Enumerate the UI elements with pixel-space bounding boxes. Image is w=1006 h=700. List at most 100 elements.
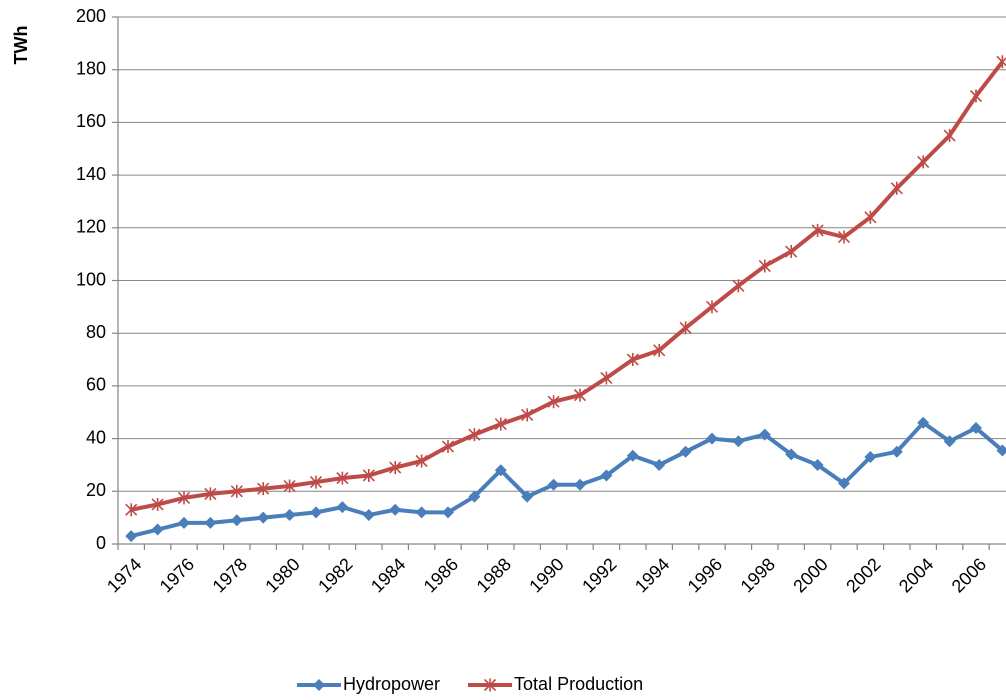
data-point [600,371,613,385]
data-point [811,458,824,471]
data-point [837,230,851,244]
x-tick-label: 1988 [473,554,515,596]
x-tick-label: 1982 [314,554,356,596]
data-point [653,458,666,471]
data-point [521,490,534,503]
data-point [204,516,217,529]
y-tick-label: 160 [76,111,106,131]
data-point [442,506,454,519]
data-point [653,343,666,357]
y-axis-label: TWh [11,26,31,65]
legend-item: Total Production [468,674,643,694]
x-tick-label: 1998 [737,554,779,596]
data-point [811,223,824,237]
data-point [943,129,956,143]
data-point [468,490,481,503]
data-point [468,428,481,442]
data-point [494,464,507,477]
data-point [706,432,718,445]
y-tick-label: 180 [76,58,106,78]
data-point [996,55,1006,69]
data-point [336,471,349,485]
y-tick-label: 60 [86,375,106,395]
legend-marker [313,679,325,691]
data-point [758,428,771,441]
data-point [257,482,270,496]
data-point [494,417,507,431]
data-point [970,422,982,435]
data-point [362,468,375,482]
data-point [204,487,217,501]
data-point [600,469,613,482]
data-point [864,210,877,224]
data-point [283,509,296,522]
data-point [389,503,402,516]
data-point [125,503,138,517]
y-tick-label: 200 [76,6,106,26]
data-point [890,445,903,458]
data-point [943,435,956,448]
data-point [283,479,296,493]
x-tick-label: 1994 [631,554,673,596]
x-tick-label: 2000 [789,554,831,596]
x-tick-label: 2002 [842,554,884,596]
y-tick-label: 140 [76,164,106,184]
data-point [864,451,877,464]
x-tick-label: 2004 [895,554,937,596]
legend-label: Total Production [514,674,643,694]
data-point [890,181,903,195]
data-point [230,514,243,527]
data-point [336,501,349,514]
y-tick-label: 80 [86,322,106,342]
x-tick-label: 1980 [261,554,303,596]
x-tick-label: 1996 [684,554,726,596]
data-point [151,497,164,511]
x-tick-label: 1992 [578,554,620,596]
x-tick-label: 1990 [525,554,567,596]
x-tick-label: 2006 [948,554,990,596]
data-point [573,388,587,402]
data-point [626,353,639,367]
series [125,416,1006,543]
data-point [521,408,534,422]
data-point [626,449,639,462]
data-point [441,440,455,454]
y-tick-label: 20 [86,480,106,500]
data-point [547,395,560,409]
data-point [785,245,798,259]
series-line [130,420,1004,539]
data-point [679,445,692,458]
legend-item: Hydropower [297,674,440,694]
x-tick-label: 1976 [156,554,198,596]
y-tick-label: 40 [86,427,106,447]
y-tick-label: 0 [96,533,106,553]
data-point [151,523,164,536]
data-point [547,478,560,491]
series-line [130,60,1004,512]
x-tick-label: 1978 [209,554,251,596]
data-point [574,478,586,491]
data-point [679,321,692,335]
data-point [310,506,322,519]
x-tick-label: 1986 [420,554,462,596]
data-point [309,475,323,489]
data-point [257,511,270,524]
data-point [178,516,190,529]
data-point [177,491,191,505]
data-point [785,448,798,461]
data-point [732,435,745,448]
y-tick-label: 100 [76,269,106,289]
legend-label: Hydropower [343,674,440,694]
data-point [415,454,428,468]
data-point [996,444,1006,457]
data-point [415,506,428,519]
x-tick-label: 1984 [367,554,409,596]
data-point [758,259,771,273]
data-point [838,477,850,490]
x-tick-label: 1974 [103,554,145,596]
data-point [125,530,138,543]
data-point [732,279,745,293]
legend-marker [483,678,497,692]
